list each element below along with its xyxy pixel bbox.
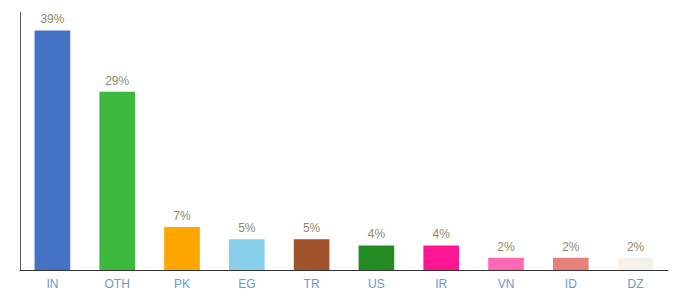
svg-text:DZ: DZ: [628, 277, 644, 291]
svg-text:ID: ID: [565, 277, 577, 291]
svg-text:39%: 39%: [40, 12, 64, 26]
svg-text:4%: 4%: [368, 227, 386, 241]
svg-text:5%: 5%: [303, 221, 321, 235]
svg-text:IN: IN: [46, 277, 58, 291]
svg-text:7%: 7%: [173, 209, 191, 223]
svg-text:EG: EG: [238, 277, 255, 291]
svg-text:OTH: OTH: [105, 277, 130, 291]
svg-text:5%: 5%: [238, 221, 256, 235]
svg-text:US: US: [368, 277, 385, 291]
svg-text:VN: VN: [498, 277, 515, 291]
svg-text:4%: 4%: [433, 227, 451, 241]
svg-text:2%: 2%: [627, 240, 645, 254]
svg-text:29%: 29%: [105, 74, 129, 88]
svg-text:2%: 2%: [562, 240, 580, 254]
svg-text:PK: PK: [174, 277, 190, 291]
svg-text:TR: TR: [304, 277, 320, 291]
svg-text:2%: 2%: [497, 240, 515, 254]
svg-text:IR: IR: [435, 277, 447, 291]
